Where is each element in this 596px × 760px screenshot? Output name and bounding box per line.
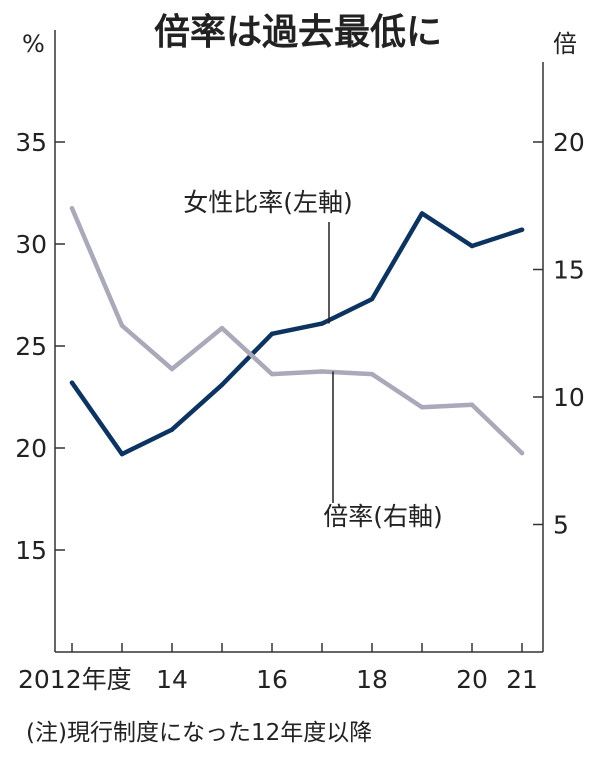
right-tick-label: 20 — [553, 128, 585, 157]
right-tick-label: 5 — [553, 511, 569, 540]
data-point-1 — [169, 366, 175, 372]
right-tick-label: 15 — [553, 256, 585, 285]
axes-layer — [54, 30, 544, 653]
data-point-0 — [169, 427, 175, 432]
x-tick-label: 16 — [256, 665, 288, 694]
data-point-0 — [269, 331, 275, 336]
left-tick-label: 30 — [15, 230, 47, 259]
data-point-1 — [119, 323, 125, 328]
data-point-1 — [319, 369, 325, 374]
data-point-0 — [69, 380, 75, 385]
left-tick-label: 15 — [15, 536, 47, 565]
text-layer: 15 20 25 30 35 5 10 15 20 2012年度 14 16 18 20 21% 倍 倍率は過去… — [15, 12, 585, 746]
x-tick-label: 20 — [456, 665, 488, 694]
x-tick-label: 21 — [506, 665, 538, 694]
x-tick-label: 18 — [356, 665, 388, 694]
right-tick-label: 10 — [553, 383, 585, 412]
data-point-0 — [469, 243, 475, 249]
series-label-ratio: 倍率(右軸) — [323, 502, 443, 531]
annotation-layer — [328, 222, 334, 503]
x-tick-label: 14 — [156, 665, 188, 694]
left-tick-label: 25 — [15, 332, 47, 361]
data-point-1 — [519, 450, 525, 456]
series-line-1 — [69, 206, 525, 456]
left-tick-label: 20 — [15, 434, 47, 463]
x-tick-label: 2012年度 — [18, 665, 132, 694]
right-unit-label: 倍 — [553, 30, 577, 58]
chart-title: 倍率は過去最低に — [154, 12, 442, 53]
left-tick-label: 35 — [15, 128, 47, 157]
data-point-0 — [319, 321, 325, 326]
left-unit-label: % — [22, 30, 45, 58]
data-point-1 — [269, 371, 275, 377]
data-point-1 — [469, 402, 475, 407]
data-point-0 — [219, 382, 225, 387]
data-point-0 — [419, 211, 425, 216]
footnote: (注)現行制度になった12年度以降 — [26, 720, 372, 746]
series-label-women-ratio: 女性比率(左軸) — [183, 188, 353, 217]
data-point-1 — [419, 405, 425, 410]
data-point-0 — [369, 296, 375, 302]
data-point-0 — [519, 227, 525, 232]
data-point-1 — [69, 206, 75, 211]
data-point-1 — [369, 371, 375, 377]
data-point-0 — [119, 451, 125, 457]
series-layer — [69, 206, 525, 457]
series-line-0 — [69, 211, 525, 457]
data-point-1 — [219, 325, 225, 331]
